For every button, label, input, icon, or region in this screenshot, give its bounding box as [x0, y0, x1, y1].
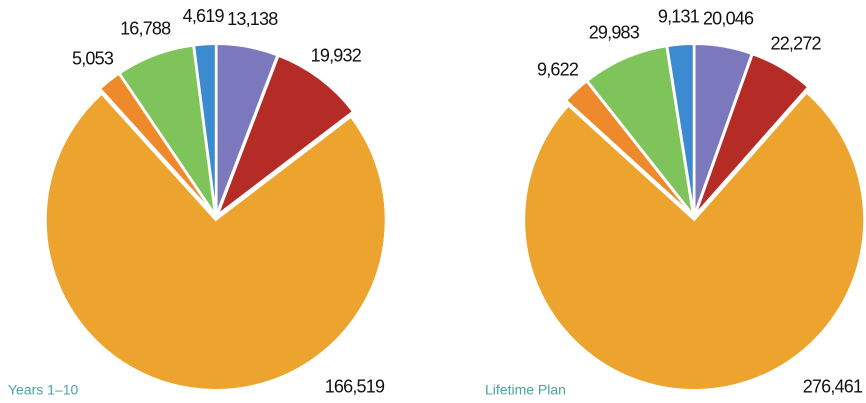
pie-slice: [523, 91, 866, 391]
pie-slice: [666, 43, 695, 215]
pie-slice: [564, 80, 693, 216]
data-label: 29,983: [589, 23, 640, 43]
chart-title: Lifetime Plan: [485, 382, 566, 398]
data-label: 16,788: [120, 19, 171, 39]
data-label: 22,272: [771, 34, 822, 54]
pie-slice: [694, 53, 810, 216]
data-label: 276,461: [803, 377, 863, 397]
data-label: 13,138: [227, 9, 278, 29]
pie-slice: [215, 54, 355, 218]
pie-slice: [44, 92, 387, 391]
data-label: 20,046: [703, 9, 754, 29]
pie-slice: [585, 45, 695, 218]
data-label: 9,131: [658, 6, 700, 26]
pie-slice: [192, 43, 217, 215]
data-label: 19,932: [311, 46, 362, 66]
data-label: 166,519: [325, 377, 385, 397]
data-label: 5,053: [72, 48, 114, 68]
chart-title: Years 1–10: [8, 382, 79, 398]
data-label: 4,619: [183, 6, 225, 26]
data-label: 9,622: [537, 60, 579, 80]
